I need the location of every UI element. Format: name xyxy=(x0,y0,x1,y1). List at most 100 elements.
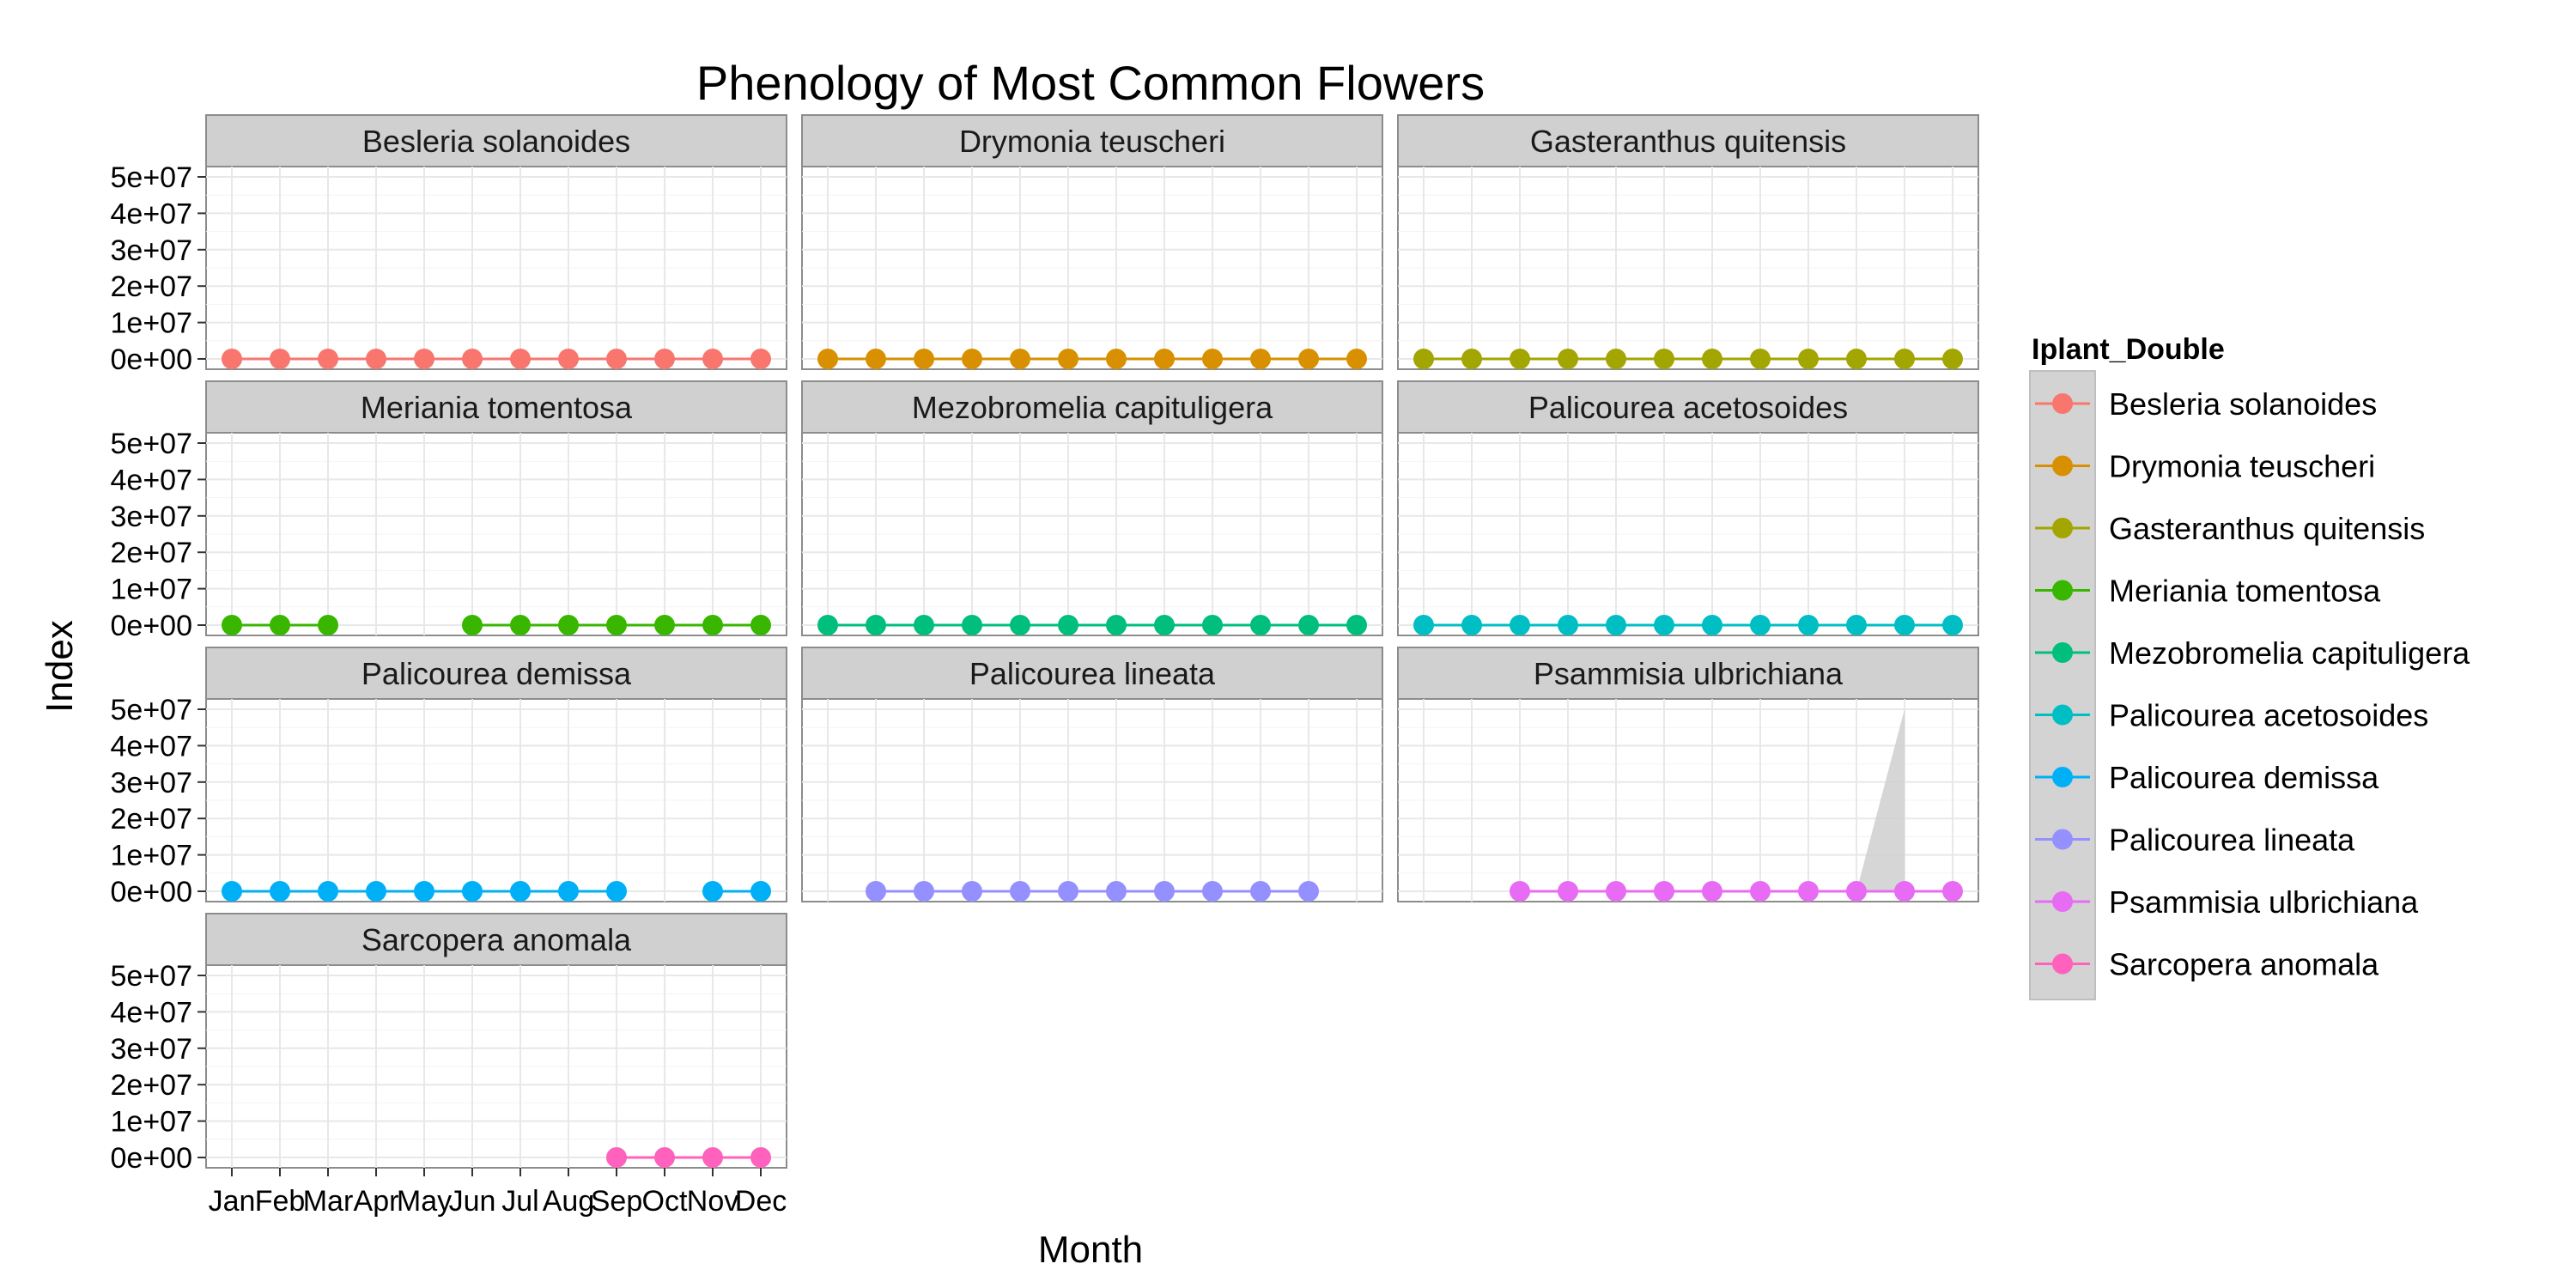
data-point xyxy=(962,349,982,369)
facet-panel: Palicourea acetosoides xyxy=(1397,380,1979,636)
data-point xyxy=(914,615,934,635)
legend-item: Palicourea lineata xyxy=(2035,823,2355,858)
facet-panel: Psammisia ulbrichiana xyxy=(1397,647,1979,902)
data-point xyxy=(1798,349,1819,369)
data-point xyxy=(1510,349,1530,369)
legend-item: Palicourea demissa xyxy=(2035,760,2379,795)
legend-key-point xyxy=(2052,642,2073,663)
y-tick-label: 1e+07 xyxy=(111,307,193,340)
data-point xyxy=(1106,881,1127,902)
legend-key-point xyxy=(2052,393,2073,414)
data-point xyxy=(750,881,771,902)
facet-panel: Mezobromelia capituligera xyxy=(801,380,1383,636)
facet-panel: Meriania tomentosa 0e+00 1e+07 2e+07 3e+07 4e… xyxy=(111,380,787,642)
legend-items: Besleria solanoides Drymonia teuscheri Gas… xyxy=(2035,386,2470,982)
facet-strip xyxy=(205,913,787,966)
legend-label: Mezobromelia capituligera xyxy=(2109,635,2470,671)
facet-panel: Drymonia teuscheri xyxy=(801,114,1383,370)
y-tick-label: 2e+07 xyxy=(111,270,193,303)
data-point xyxy=(866,881,886,902)
data-point xyxy=(1846,615,1867,635)
data-point xyxy=(222,881,242,902)
x-axis-title: Month xyxy=(1038,1229,1143,1271)
legend-item: Drymonia teuscheri xyxy=(2035,449,2375,484)
data-point xyxy=(1154,349,1175,369)
data-point xyxy=(1154,881,1175,902)
y-tick-label: 4e+07 xyxy=(111,730,193,762)
legend-label: Gasteranthus quitensis xyxy=(2109,511,2425,546)
data-point xyxy=(510,349,531,369)
y-tick-label: 0e+00 xyxy=(111,610,193,642)
data-point xyxy=(1750,615,1771,635)
facet-strip-label: Gasteranthus quitensis xyxy=(1530,124,1846,159)
data-point xyxy=(1298,881,1319,902)
data-point xyxy=(318,881,338,902)
y-tick-label: 4e+07 xyxy=(111,464,193,496)
data-point xyxy=(750,615,771,635)
data-point xyxy=(1702,615,1722,635)
data-point xyxy=(866,615,886,635)
y-tick-label: 5e+07 xyxy=(111,694,193,726)
facet-strip xyxy=(1397,380,1979,434)
data-point xyxy=(462,881,483,902)
data-point xyxy=(1654,881,1674,902)
x-tick-label: Jul xyxy=(501,1185,538,1218)
legend-key-point xyxy=(2052,455,2073,477)
data-point xyxy=(1654,349,1674,369)
data-point xyxy=(817,615,838,635)
data-point xyxy=(318,349,338,369)
data-point xyxy=(1010,881,1030,902)
y-tick-label: 2e+07 xyxy=(111,537,193,569)
data-point xyxy=(866,349,886,369)
data-point xyxy=(1606,349,1626,369)
legend-label: Meriania tomentosa xyxy=(2109,574,2381,609)
data-point xyxy=(1846,881,1867,902)
data-point xyxy=(1654,615,1674,635)
y-tick-label: 5e+07 xyxy=(111,960,193,993)
data-point xyxy=(1346,349,1367,369)
legend-title: Iplant_Double xyxy=(2032,333,2225,366)
data-point xyxy=(606,881,627,902)
data-point xyxy=(702,615,723,635)
data-point xyxy=(1702,349,1722,369)
data-point xyxy=(558,881,579,902)
legend-item: Gasteranthus quitensis xyxy=(2035,511,2425,546)
legend-key-point xyxy=(2052,704,2073,726)
legend-label: Sarcopera anomala xyxy=(2109,947,2379,982)
facet-panels: Besleria solanoides0e+001e+072e+073e+074… xyxy=(111,114,1979,1218)
y-tick-label: 1e+07 xyxy=(111,840,193,872)
facet-strip-label: Psammisia ulbrichiana xyxy=(1534,656,1844,691)
chart-title: Phenology of Most Common Flowers xyxy=(696,56,1485,110)
data-point xyxy=(1942,881,1963,902)
y-tick-label: 5e+07 xyxy=(111,428,193,460)
y-tick-label: 3e+07 xyxy=(111,1033,193,1066)
x-tick-label: May xyxy=(397,1185,452,1218)
data-point xyxy=(1413,615,1434,635)
data-point xyxy=(1250,881,1271,902)
data-point xyxy=(1250,615,1271,635)
legend-label: Palicourea lineata xyxy=(2109,823,2355,858)
data-point xyxy=(1106,615,1127,635)
data-point xyxy=(750,349,771,369)
data-point xyxy=(1894,615,1915,635)
legend-item: Mezobromelia capituligera xyxy=(2035,635,2470,671)
data-point xyxy=(1106,349,1127,369)
data-point xyxy=(1154,615,1175,635)
legend-label: Besleria solanoides xyxy=(2109,386,2377,422)
y-tick-label: 2e+07 xyxy=(111,803,193,835)
x-tick-label: Mar xyxy=(303,1185,354,1218)
facet-panel: Palicourea lineata xyxy=(801,647,1383,902)
data-point xyxy=(1798,615,1819,635)
data-point xyxy=(414,881,434,902)
data-point xyxy=(1558,615,1578,635)
y-tick-label: 3e+07 xyxy=(111,234,193,267)
legend-item: Psammisia ulbrichiana xyxy=(2035,884,2419,920)
y-tick-label: 3e+07 xyxy=(111,767,193,799)
data-point xyxy=(702,349,723,369)
y-tick-label: 0e+00 xyxy=(111,343,193,376)
y-tick-label: 2e+07 xyxy=(111,1069,193,1102)
y-tick-label: 3e+07 xyxy=(111,501,193,533)
data-point xyxy=(1510,615,1530,635)
y-tick-label: 4e+07 xyxy=(111,197,193,230)
